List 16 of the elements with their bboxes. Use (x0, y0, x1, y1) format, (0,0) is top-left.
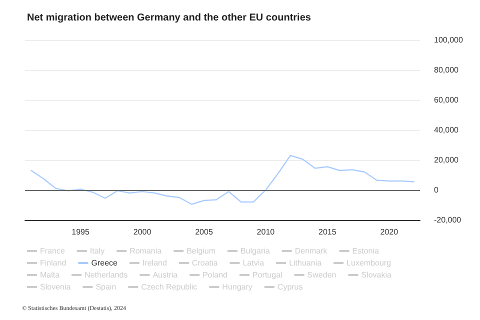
x-tick-label: 2010 (256, 228, 276, 236)
y-tick-label: 20,000 (434, 156, 460, 164)
x-tick-label: 2000 (133, 228, 152, 236)
y-tick-label: -20,000 (434, 216, 462, 224)
chart-title: Net migration between Germany and the other EU countries (27, 12, 312, 24)
y-tick-label: 100,000 (434, 36, 464, 44)
line-series (30, 154, 414, 205)
y-tick-label: 60,000 (434, 96, 460, 104)
x-tick-label: 1995 (72, 228, 90, 236)
x-tick-label: 2015 (318, 228, 337, 236)
x-tick-label: 2005 (195, 228, 214, 236)
x-tick-label: 2020 (380, 228, 399, 236)
y-tick-label: 40,000 (434, 126, 460, 134)
y-tick-label: 0 (434, 186, 439, 194)
y-tick-label: 80,000 (434, 66, 460, 74)
legend-label: Greece (91, 258, 118, 268)
